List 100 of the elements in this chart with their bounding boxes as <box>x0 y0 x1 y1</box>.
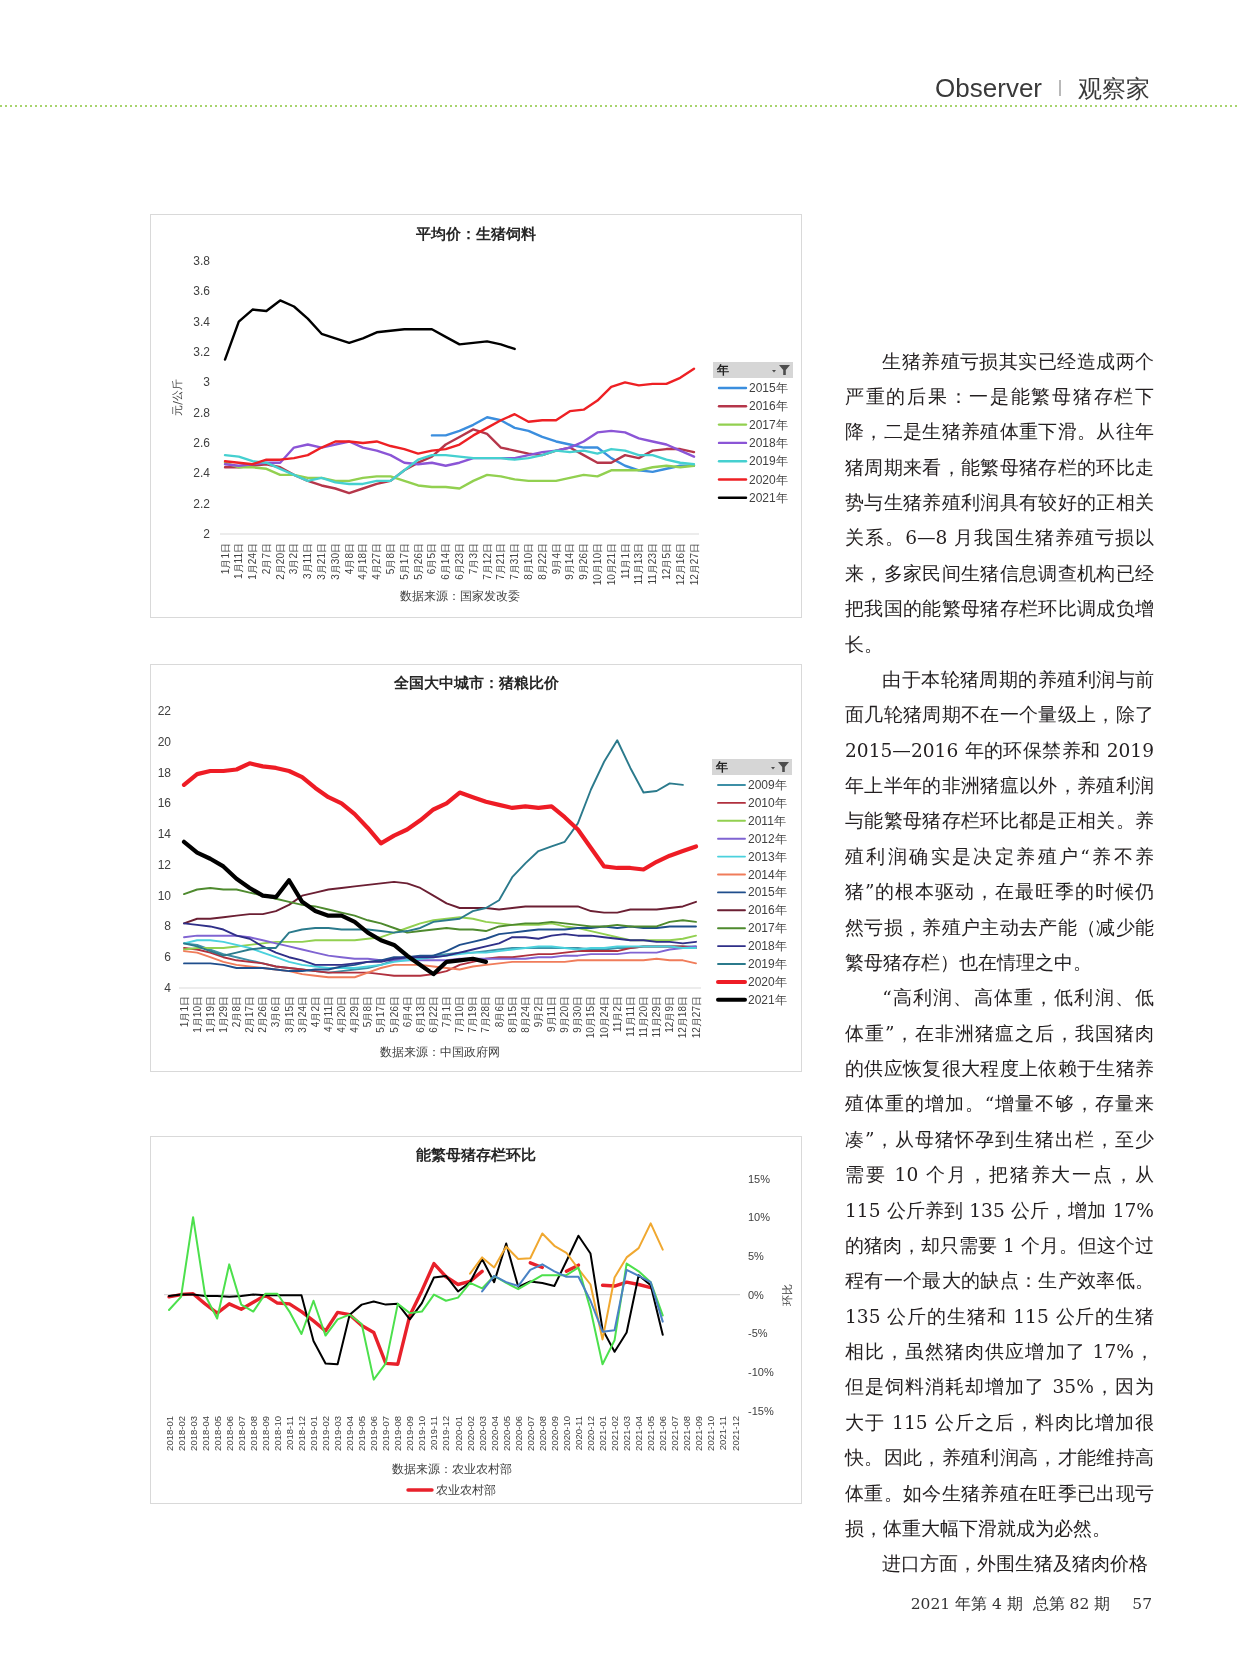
x-tick-label: 11月11日 <box>624 996 636 1037</box>
y-tick-label: 6 <box>164 950 172 965</box>
x-tick-label: 2020-10 <box>560 1416 572 1451</box>
legend-label: 农业农村部 <box>436 1483 496 1497</box>
x-tick-label: 2018-12 <box>295 1416 307 1451</box>
y2-tick-label: 15% <box>748 1172 771 1185</box>
x-tick-label: 4月20日 <box>336 996 348 1033</box>
x-tick-label: 9月2日 <box>532 996 544 1028</box>
legend-label: 2019年 <box>749 454 788 469</box>
x-tick-label: 6月23日 <box>454 543 465 580</box>
y2-tick-label: -10% <box>748 1365 774 1378</box>
x-tick-label: 7月10日 <box>454 996 466 1033</box>
x-tick-label: 1月1日 <box>178 996 190 1028</box>
legend-label: 2016年 <box>749 399 788 414</box>
x-tick-label: 8月10日 <box>522 543 534 580</box>
line-series <box>168 1216 664 1381</box>
x-tick-label: 2018-01 <box>163 1416 175 1451</box>
y-tick-label: 22 <box>157 704 172 718</box>
x-tick-label: 4月8日 <box>343 543 355 575</box>
x-tick-label: 6月5日 <box>426 543 438 575</box>
x-tick-label: 10月15日 <box>585 996 597 1039</box>
x-tick-label: 2021-02 <box>609 1416 621 1451</box>
x-tick-label: 2018-06 <box>223 1416 235 1451</box>
x-tick-label: 7月28日 <box>480 996 492 1033</box>
x-tick-label: 2月7日 <box>260 543 272 575</box>
legend-label: 2021年 <box>748 992 787 1007</box>
x-tick-label: 2019-09 <box>404 1416 416 1451</box>
legend-title: 年 <box>715 760 728 774</box>
legend-label: 2016年 <box>748 903 787 918</box>
x-tick-label: 2020-05 <box>500 1416 512 1451</box>
x-tick-label: 2021-08 <box>681 1416 693 1451</box>
y-tick-label: 2.4 <box>193 466 211 481</box>
x-tick-label: 11月23日 <box>647 543 659 585</box>
x-tick-label: 2020-03 <box>476 1416 488 1451</box>
x-tick-label: 2021-04 <box>633 1416 645 1451</box>
x-tick-label: 9月30日 <box>572 996 584 1033</box>
source-note: 数据来源：国家发改委 <box>399 589 520 603</box>
x-tick-label: 1月11日 <box>233 543 245 579</box>
legend-label: 2015年 <box>749 381 788 395</box>
text: 生猪养殖亏损其实已经造成两个严重的后果：一是能繁母猪存栏下降，二是生猪养殖体重下滑。从往年猪周期来看，能繁母猪存栏的环比走势与生猪养殖利润具有较好的正相关关系。6—8 月我国生猪养殖亏损以来，多家民间生猪信息调查机构已经把我国的能繁母猪存栏环比调成负增长。 <box>845 350 1154 655</box>
y-axis-title: 元/公斤 <box>170 379 184 416</box>
x-tick-label: 11月13日 <box>633 543 645 585</box>
x-tick-label: 2020-01 <box>452 1416 464 1451</box>
x-tick-label: 5月8日 <box>362 996 374 1028</box>
legend-label: 2013年 <box>748 849 787 864</box>
x-tick-label: 2018-10 <box>271 1416 283 1451</box>
line-series <box>469 1222 664 1341</box>
source-note: 数据来源：中国政府网 <box>380 1045 500 1059</box>
x-tick-label: 6月4日 <box>401 996 413 1028</box>
text: “高利润、高体重，低利润、低体重”，在非洲猪瘟之后，我国猪肉的供应恢复很大程度上依赖于生猪养殖体重的增加。“增量不够，存量来凑”，从母猪怀孕到生猪出栏，至少需要 10 个月，把猪养大一点，从 115 公斤养到 135 公斤，增加 17% 的猪肉，却只需要 1 个月。但这个过程有一个最大的缺点：生产效率低。135 公斤的生猪和 115 公斤的生猪相比，虽然猪肉供应增加了 17%，但是饲料消耗却增加了 35%，因为大于 115 公斤之后，料肉比增加很快。因此，养殖利润高，才能维持高体重。如今生猪养殖在旺季已出现亏损，体重大幅下滑就成为必然。 <box>845 987 1154 1539</box>
x-tick-label: 3月11日 <box>302 543 314 579</box>
x-tick-label: 2月26日 <box>257 996 269 1033</box>
x-tick-label: 2021-09 <box>693 1416 705 1451</box>
x-tick-label: 11月2日 <box>611 996 623 1032</box>
legend-title: 年 <box>716 363 729 377</box>
x-tick-label: 12月27日 <box>688 543 700 586</box>
x-tick-label: 8月6日 <box>493 996 505 1028</box>
x-tick-label: 12月16日 <box>674 543 686 586</box>
x-tick-label: 2021-12 <box>729 1416 741 1451</box>
x-tick-label: 2019-12 <box>440 1416 452 1451</box>
x-tick-label: 5月26日 <box>412 543 424 580</box>
line-series <box>183 922 697 966</box>
x-tick-label: 2021-01 <box>597 1416 609 1451</box>
x-tick-label: 2019-02 <box>320 1416 332 1451</box>
x-tick-label: 2018-02 <box>175 1416 187 1451</box>
x-tick-label: 4月27日 <box>371 543 383 580</box>
legend-label: 2021年 <box>749 490 788 505</box>
x-tick-label: 1月1日 <box>219 543 231 575</box>
x-tick-label: 2020-08 <box>536 1416 548 1451</box>
y-tick-label: 10 <box>157 888 172 903</box>
x-tick-label: 7月19日 <box>467 996 479 1033</box>
legend-label: 2009年 <box>748 778 787 792</box>
x-tick-label: 9月14日 <box>564 543 576 580</box>
x-tick-label: 8月22日 <box>536 543 548 580</box>
text: 观察家 <box>1078 74 1150 102</box>
y-tick-label: 2.2 <box>193 496 211 511</box>
x-tick-label: 2019-10 <box>416 1416 428 1451</box>
x-tick-label: 1月19日 <box>204 996 216 1033</box>
y-tick-label: 12 <box>157 857 172 872</box>
x-tick-label: 12月9日 <box>664 996 676 1033</box>
y2-axis-title: 环比 <box>781 1283 795 1306</box>
line-series <box>183 934 697 962</box>
y2-tick-label: 0% <box>748 1288 765 1301</box>
legend-label: 2019年 <box>748 957 787 971</box>
legend-label: 2010年 <box>748 795 787 810</box>
x-tick-label: 2020-12 <box>584 1416 596 1451</box>
x-tick-label: 1月29日 <box>217 996 229 1033</box>
x-tick-label: 2020-02 <box>464 1416 476 1451</box>
y-tick-label: 3 <box>203 375 211 390</box>
x-tick-label: 2021-11 <box>717 1416 729 1451</box>
line-series <box>223 367 696 466</box>
x-tick-label: 2018-08 <box>247 1416 259 1451</box>
line-series <box>181 839 489 977</box>
x-tick-label: 2019-11 <box>428 1416 440 1451</box>
x-tick-label: 10月10日 <box>591 543 603 586</box>
x-tick-label: 7月1日 <box>441 996 453 1028</box>
x-tick-label: 2018-11 <box>283 1416 295 1451</box>
x-tick-label: 2021-03 <box>621 1416 633 1451</box>
y2-tick-label: -5% <box>748 1327 768 1340</box>
chart-title: 能繁母猪存栏环比 <box>416 1146 536 1164</box>
